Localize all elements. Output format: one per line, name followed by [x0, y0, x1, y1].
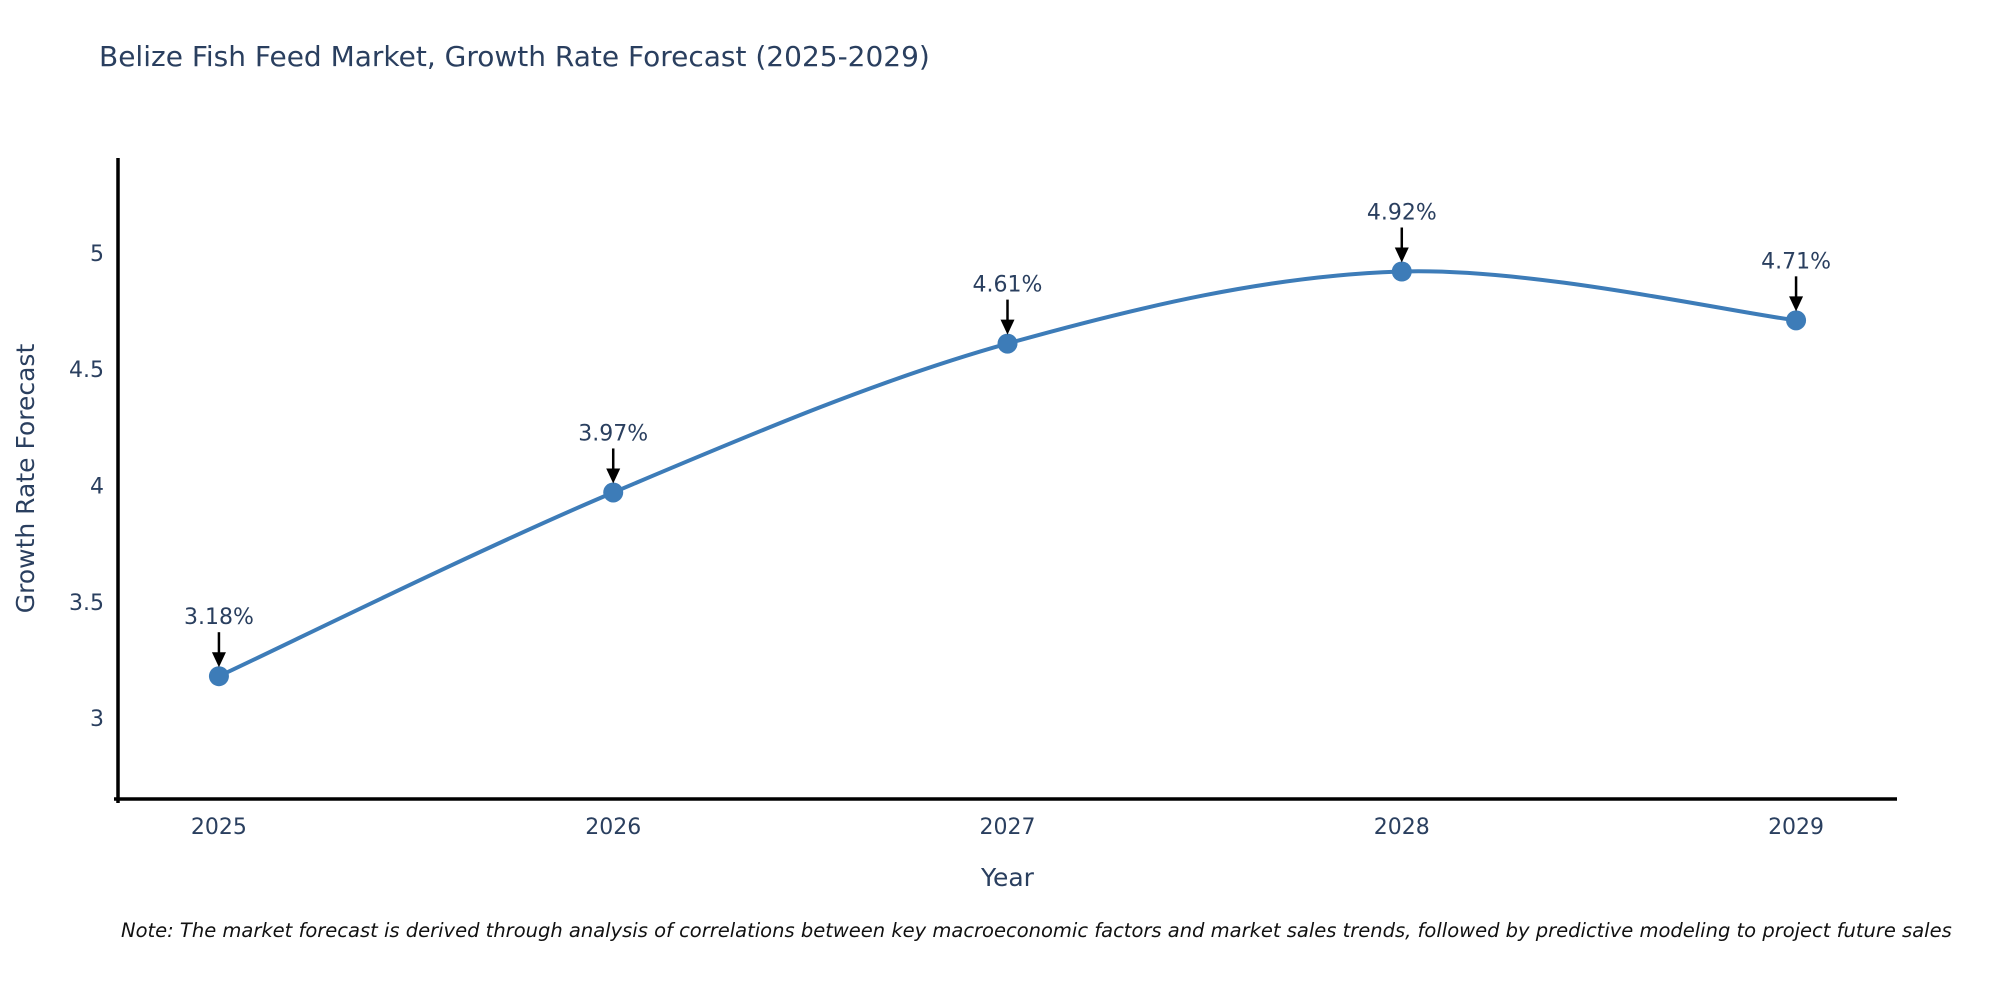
annotation-label-2027: 4.61%: [973, 273, 1043, 298]
y-tick-label-4: 4: [90, 474, 104, 499]
data-point-2029[interactable]: [1786, 310, 1807, 331]
y-tick-label-4.5: 4.5: [69, 358, 104, 383]
annotation-label-2025: 3.18%: [184, 605, 254, 630]
annotation-arrowhead-2026: [606, 468, 621, 484]
chart-title: Belize Fish Feed Market, Growth Rate For…: [99, 40, 930, 73]
annotation-label-2026: 3.97%: [578, 421, 648, 446]
annotation-arrowhead-2025: [211, 652, 226, 668]
x-tick-label-2028: 2028: [1374, 815, 1430, 840]
x-axis-title: Year: [980, 863, 1035, 892]
annotation-arrowhead-2029: [1789, 296, 1804, 312]
data-point-2027[interactable]: [997, 333, 1018, 354]
data-point-2028[interactable]: [1391, 261, 1412, 282]
x-tick-label-2025: 2025: [191, 815, 247, 840]
annotation-label-2029: 4.71%: [1761, 249, 1831, 274]
y-tick-label-5: 5: [90, 242, 104, 267]
annotation-arrowhead-2027: [1000, 319, 1015, 335]
footnote: Note: The market forecast is derived thr…: [121, 919, 1952, 942]
y-tick-label-3.5: 3.5: [69, 591, 104, 616]
annotation-arrowhead-2028: [1394, 247, 1409, 263]
x-tick-label-2026: 2026: [585, 815, 641, 840]
annotation-label-2028: 4.92%: [1367, 201, 1437, 226]
x-tick-label-2029: 2029: [1768, 815, 1824, 840]
data-point-2025[interactable]: [208, 666, 229, 687]
y-tick-label-3: 3: [90, 707, 104, 732]
y-axis-title: Growth Rate Forecast: [11, 344, 40, 614]
x-tick-label-2027: 2027: [980, 815, 1036, 840]
data-point-2026[interactable]: [603, 482, 624, 503]
line-chart-canvas: 3 3.5 4 4.5 5 2025 2026 2027 2028 2029 Year Growth …: [11, 158, 1897, 892]
